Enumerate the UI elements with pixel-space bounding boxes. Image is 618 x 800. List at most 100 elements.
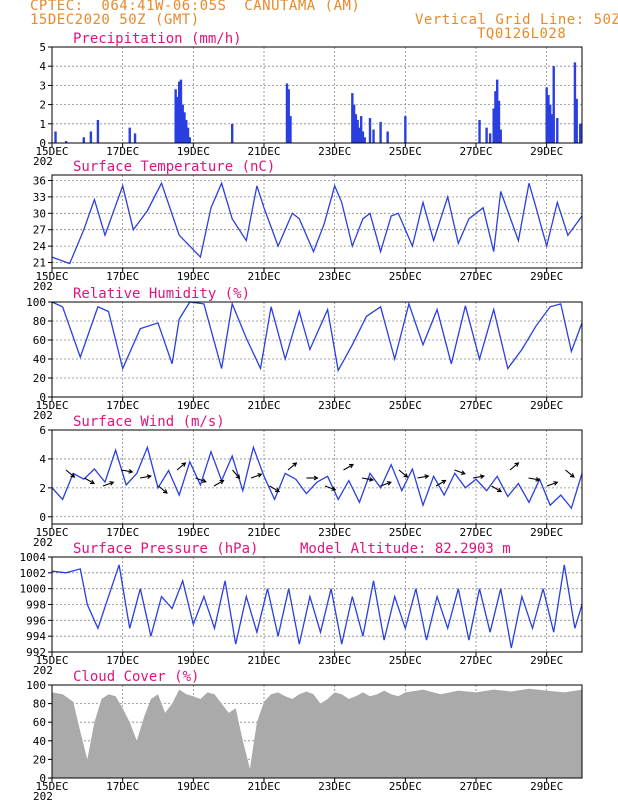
precip-bar xyxy=(547,95,550,143)
y-tick-label: 4 xyxy=(39,60,46,73)
x-tick-label: 29DEC xyxy=(530,145,563,158)
wind-arrow-shaft xyxy=(158,485,168,494)
wind-arrow-head xyxy=(514,462,520,467)
panel-frame xyxy=(51,429,583,525)
wind-arrow-head xyxy=(70,473,76,478)
precip-bar xyxy=(188,137,191,143)
x-tick-label: 21DEC xyxy=(247,270,280,283)
precip-bar xyxy=(386,131,389,143)
precip-bar xyxy=(181,104,184,143)
y-tick-label: 80 xyxy=(33,698,46,711)
precip-bar xyxy=(552,66,555,143)
panel-wind: 0 2 4 6 15DEC 17DEC 19DEC 21DEC 23DEC 25DEC 27DEC 2… xyxy=(33,414,583,549)
panel-title: Surface Pressure (hPa) xyxy=(73,541,258,557)
y-tick-label: 27 xyxy=(33,224,46,237)
wind-arrow-head xyxy=(479,474,485,480)
precip-bar xyxy=(579,123,582,143)
wind-arrow-head xyxy=(553,481,559,486)
precip-bar xyxy=(573,62,577,143)
wind-arrow xyxy=(195,477,207,483)
wind-arrow-shaft xyxy=(102,481,114,487)
wind-arrow-shaft xyxy=(565,469,575,478)
wind-arrow-head xyxy=(162,489,168,494)
wind-arrow xyxy=(435,479,447,487)
x-tick-label: 17DEC xyxy=(106,654,139,667)
x-tick-label: 25DEC xyxy=(389,526,422,539)
x-tick-label: 25DEC xyxy=(389,145,422,158)
precip-bar xyxy=(231,123,234,143)
precip-bar xyxy=(368,118,372,143)
y-tick-label: 60 xyxy=(33,716,46,729)
y-tick-label: 1 xyxy=(39,118,46,131)
precip-bar xyxy=(54,131,57,143)
x-tick-label: 17DEC xyxy=(106,780,139,793)
x-tick-label: 19DEC xyxy=(177,270,210,283)
y-tick-label: 1004 xyxy=(20,551,47,564)
precip-bar xyxy=(372,129,375,143)
precip-bar xyxy=(352,104,356,143)
x-tick-label: 15DEC xyxy=(35,145,68,158)
x-tick-label: 19DEC xyxy=(177,399,210,412)
precip-bar xyxy=(82,137,85,143)
y-tick-label: 998 xyxy=(26,599,46,612)
x-tick-label: 23DEC xyxy=(318,145,351,158)
x-cutoff-label: 202 xyxy=(33,790,53,800)
panel-frame xyxy=(51,684,583,779)
wind-arrow xyxy=(324,485,337,491)
wind-arrow xyxy=(343,463,355,471)
wind-arrow xyxy=(398,469,409,478)
wind-arrow-shaft xyxy=(472,475,484,479)
wind-arrow-shaft xyxy=(250,473,262,479)
y-tick-label: 994 xyxy=(26,630,46,643)
panel-temp: 21 24 27 30 33 36 15DEC 17DEC 19DEC 21DEC 23DEC 25D… xyxy=(33,159,583,293)
precip-bar xyxy=(496,79,499,143)
y-tick-label: 33 xyxy=(33,191,46,204)
x-tick-label: 29DEC xyxy=(530,399,563,412)
x-tick-label: 29DEC xyxy=(530,654,563,667)
x-tick-label: 19DEC xyxy=(177,526,210,539)
precip-bar xyxy=(499,129,502,143)
precip-bar xyxy=(176,96,179,143)
x-tick-label: 19DEC xyxy=(177,780,210,793)
wind-arrow-head xyxy=(219,479,225,485)
precip-bar xyxy=(363,137,366,143)
wind-arrow-shaft xyxy=(139,475,151,479)
panel-title: Surface Temperature (nC) xyxy=(73,159,275,175)
precip-bar xyxy=(285,83,289,143)
wind-arrow xyxy=(491,485,503,493)
x-tick-label: 17DEC xyxy=(106,526,139,539)
x-cutoff-label: 202 xyxy=(33,155,53,168)
wind-arrow-shaft xyxy=(361,477,373,481)
x-tick-label: 21DEC xyxy=(247,526,280,539)
wind-arrow xyxy=(546,481,559,487)
panel-rh: 0 20 40 60 80 100 15DEC 17DEC 19DEC 21DEC 23DEC 25D… xyxy=(26,286,583,422)
y-tick-label: 0 xyxy=(39,391,46,404)
panel-extra: Model Altitude: 82.2903 m xyxy=(300,541,511,557)
wind-arrow xyxy=(84,477,96,485)
y-tick-label: 60 xyxy=(33,334,46,347)
x-tick-label: 23DEC xyxy=(318,399,351,412)
wind-arrow xyxy=(565,469,575,478)
precip-bar xyxy=(96,119,100,143)
y-tick-label: 1000 xyxy=(20,583,47,596)
pres-line xyxy=(51,564,583,649)
precip-bar xyxy=(351,93,354,143)
x-tick-label: 25DEC xyxy=(389,399,422,412)
wind-arrow xyxy=(121,468,134,474)
panel-precip: 0 1 2 3 4 5 15DEC 17DEC 19DEC 21DEC 23DEC 25DEC 27DE… xyxy=(33,31,583,168)
precip-bar xyxy=(379,121,382,143)
wind-arrow-head xyxy=(535,476,541,482)
x-tick-label: 17DEC xyxy=(106,270,139,283)
wind-arrow xyxy=(269,485,281,493)
precip-bar xyxy=(404,116,407,143)
precip-bar xyxy=(359,116,363,143)
precip-bar xyxy=(133,133,137,143)
precip-bar xyxy=(178,81,181,143)
wind-arrow-head xyxy=(128,468,134,474)
wind-arrow xyxy=(139,474,152,480)
wind-arrow-shaft xyxy=(324,485,336,491)
wind-arrow xyxy=(380,481,392,487)
header-grid-info: Vertical Grid Line: 50Z xyxy=(415,12,618,28)
wind-arrow-shaft xyxy=(380,481,392,487)
wind-arrow-head xyxy=(403,473,409,478)
